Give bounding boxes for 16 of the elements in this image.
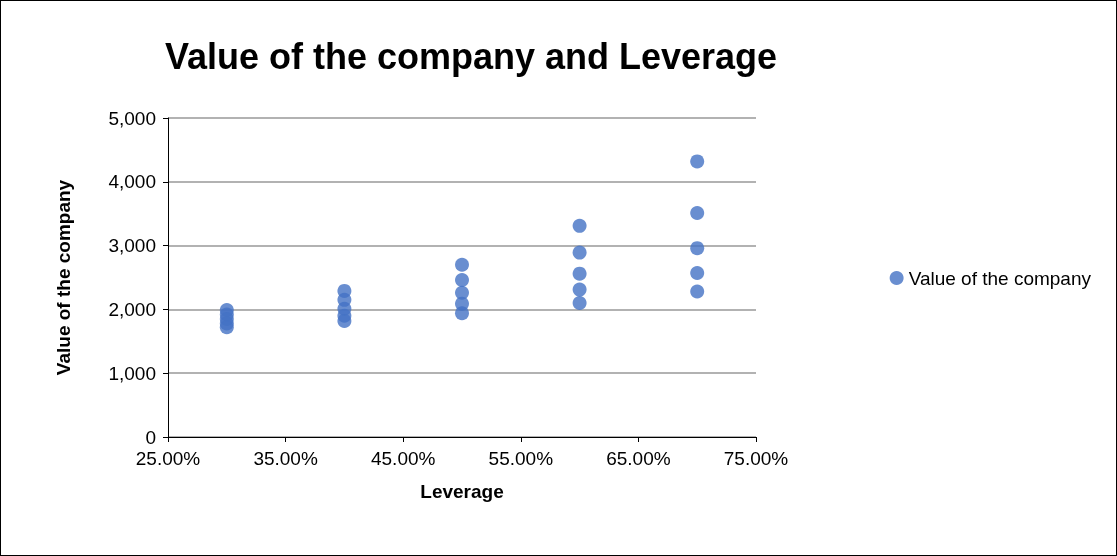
x-tick-label: 45.00% — [370, 448, 436, 469]
chart-title: Value of the company and Leverage — [164, 35, 778, 77]
x-tick-label: 55.00% — [488, 448, 554, 469]
y-axis-title: Value of the company — [53, 179, 74, 376]
x-tick-label: 65.00% — [606, 448, 671, 469]
x-tick-label: 75.00% — [723, 448, 789, 469]
y-tick-label: 0 — [145, 426, 156, 448]
y-tick-label: 4,000 — [108, 171, 156, 193]
y-tick-label: 3,000 — [108, 235, 156, 257]
x-tick-label: 25.00% — [135, 448, 201, 469]
y-tick-label: 5,000 — [108, 107, 156, 129]
x-tick-label: 35.00% — [253, 448, 318, 469]
y-tick-label: 1,000 — [108, 362, 156, 384]
legend-label: Value of the company — [908, 267, 1092, 289]
y-tick-label: 2,000 — [108, 298, 156, 320]
x-axis-title: Leverage — [420, 481, 504, 502]
